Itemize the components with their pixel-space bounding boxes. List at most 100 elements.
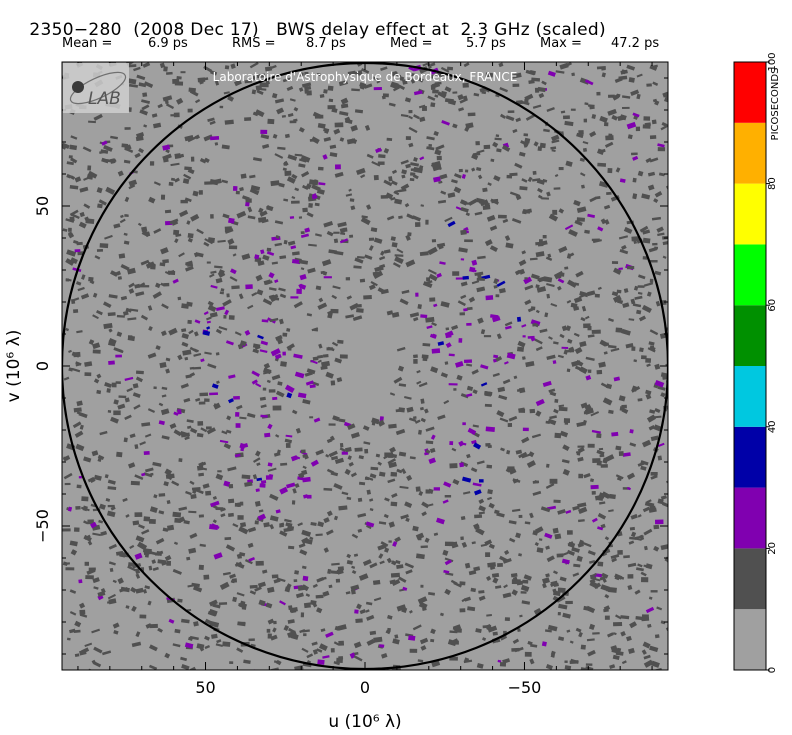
delay-speckle xyxy=(329,152,338,158)
delay-speckle xyxy=(107,479,116,485)
delay-speckle xyxy=(604,219,610,225)
delay-speckle xyxy=(489,245,498,252)
delay-speckle xyxy=(363,441,371,445)
delay-speckle xyxy=(452,123,458,129)
delay-speckle xyxy=(290,455,298,462)
delay-speckle xyxy=(199,647,205,652)
delay-speckle xyxy=(128,78,137,85)
delay-speckle xyxy=(217,270,226,278)
delay-speckle xyxy=(322,655,330,659)
delay-speckle xyxy=(284,438,293,444)
delay-speckle xyxy=(336,657,343,664)
delay-speckle xyxy=(537,277,542,282)
delay-speckle xyxy=(424,537,430,543)
delay-speckle xyxy=(145,261,156,269)
delay-speckle xyxy=(558,208,565,214)
delay-speckle xyxy=(303,494,309,499)
delay-speckle xyxy=(340,103,349,109)
delay-speckle xyxy=(323,517,330,524)
delay-speckle xyxy=(134,444,139,450)
delay-speckle xyxy=(110,270,119,277)
delay-speckle xyxy=(646,291,652,297)
delay-speckle xyxy=(274,220,284,225)
delay-speckle xyxy=(640,571,647,577)
delay-speckle xyxy=(628,77,635,83)
delay-speckle xyxy=(103,322,113,330)
delay-speckle xyxy=(369,507,374,512)
delay-speckle xyxy=(82,146,92,153)
delay-speckle xyxy=(213,402,221,410)
delay-speckle xyxy=(288,545,295,550)
delay-speckle xyxy=(275,234,280,239)
delay-speckle xyxy=(535,284,540,289)
delay-speckle xyxy=(529,512,534,519)
delay-speckle xyxy=(279,255,287,260)
delay-speckle xyxy=(79,424,84,430)
delay-speckle xyxy=(428,144,432,147)
delay-speckle xyxy=(167,270,176,275)
delay-speckle xyxy=(458,247,468,253)
delay-speckle xyxy=(460,206,469,213)
delay-speckle xyxy=(405,569,413,575)
delay-speckle xyxy=(545,545,550,550)
delay-speckle xyxy=(333,482,343,490)
delay-speckle xyxy=(140,314,149,321)
delay-speckle xyxy=(181,341,189,348)
delay-speckle xyxy=(569,640,574,644)
delay-speckle xyxy=(524,299,532,306)
delay-speckle xyxy=(388,423,397,429)
delay-speckle xyxy=(662,240,668,246)
delay-speckle xyxy=(554,432,562,439)
delay-speckle xyxy=(298,163,306,168)
delay-speckle xyxy=(194,319,201,324)
delay-speckle xyxy=(460,229,467,236)
x-tick-labels: 50 0 −50 xyxy=(195,678,541,697)
delay-speckle xyxy=(323,547,329,553)
delay-speckle xyxy=(433,73,438,76)
delay-speckle xyxy=(127,335,133,340)
delay-speckle xyxy=(619,178,626,183)
delay-speckle xyxy=(566,253,572,259)
delay-speckle xyxy=(476,663,484,669)
delay-speckle xyxy=(618,75,628,81)
delay-speckle xyxy=(351,565,356,569)
delay-speckle xyxy=(218,326,228,331)
delay-speckle xyxy=(374,265,384,273)
delay-speckle xyxy=(410,162,420,167)
delay-speckle xyxy=(184,642,194,649)
delay-speckle xyxy=(253,457,261,463)
delay-speckle xyxy=(619,406,625,411)
delay-speckle xyxy=(258,599,266,607)
delay-speckle xyxy=(607,344,617,349)
delay-speckle xyxy=(401,169,408,175)
delay-speckle xyxy=(608,493,616,500)
delay-speckle xyxy=(467,112,476,117)
delay-speckle xyxy=(649,505,656,511)
delay-speckle xyxy=(279,486,289,495)
delay-speckle xyxy=(165,103,175,110)
delay-speckle xyxy=(298,158,307,163)
delay-speckle xyxy=(283,198,289,202)
delay-speckle xyxy=(171,480,180,487)
delay-speckle xyxy=(544,532,553,539)
delay-speckle xyxy=(409,456,416,460)
delay-speckle xyxy=(645,358,652,363)
delay-speckle xyxy=(286,176,296,184)
delay-speckle xyxy=(210,633,218,639)
delay-speckle xyxy=(298,87,304,92)
delay-speckle xyxy=(181,663,190,670)
delay-speckle xyxy=(112,579,117,584)
delay-speckle xyxy=(650,660,660,668)
delay-speckle xyxy=(398,407,405,413)
delay-speckle xyxy=(206,316,212,321)
delay-speckle xyxy=(442,549,449,556)
delay-speckle xyxy=(542,583,547,589)
delay-speckle xyxy=(606,588,616,593)
delay-speckle xyxy=(478,498,485,505)
delay-speckle xyxy=(173,429,182,437)
delay-speckle xyxy=(370,227,378,233)
delay-speckle xyxy=(430,102,436,108)
delay-speckle xyxy=(633,240,638,244)
delay-speckle xyxy=(67,506,73,512)
delay-speckle xyxy=(530,273,540,280)
